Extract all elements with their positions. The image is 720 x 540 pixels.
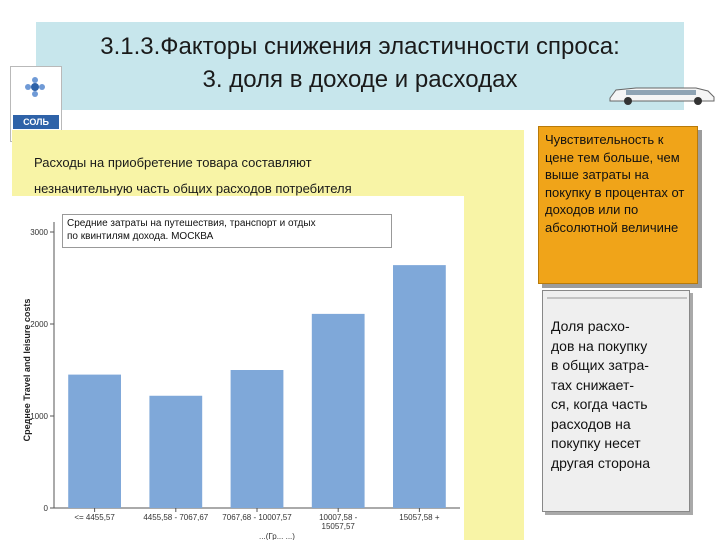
- x-tick-label: 15057,58 +: [399, 513, 440, 522]
- share-note-line-5: ся, когда часть: [551, 396, 648, 412]
- share-note: Доля расхо- дов на покупку в общих затра…: [542, 290, 690, 512]
- y-tick-label: 2000: [30, 320, 48, 329]
- limousine-image: [609, 87, 715, 105]
- bar: [68, 374, 121, 508]
- x-tick-label: 4455,58 - 7067,67: [143, 513, 208, 522]
- x-tick-label: <= 4455,57: [74, 513, 115, 522]
- chart-title: Средние затраты на путешествия, транспор…: [62, 214, 392, 248]
- note-divider: [547, 297, 687, 307]
- lead-line-2: незначительную часть общих расходов потр…: [34, 181, 352, 196]
- x-axis-label: ...(Гр... ...): [259, 532, 295, 540]
- salt-package-image: СОЛЬ: [10, 66, 62, 142]
- slide-title: 3.1.3.Факторы снижения эластичности спро…: [36, 30, 684, 96]
- y-axis-label: Среднее Travel and leisure costs: [22, 299, 32, 442]
- bar: [311, 313, 365, 508]
- chart-title-line-2: по квинтилям дохода. МОСКВА: [67, 231, 214, 242]
- salt-label: СОЛЬ: [13, 115, 59, 129]
- lead-text: Расходы на приобретение товара составляю…: [34, 150, 514, 202]
- y-tick-label: 0: [44, 504, 49, 513]
- y-tick-label: 3000: [30, 228, 48, 237]
- flower-icon: [25, 77, 45, 97]
- bar: [230, 370, 284, 508]
- share-note-line-3: в общих затра-: [551, 357, 649, 373]
- share-note-line-6: расходов на: [551, 415, 631, 432]
- title-band: [36, 22, 684, 110]
- share-note-line-8: другая сторона: [551, 454, 650, 471]
- share-note-line-4: тах снижает-: [551, 376, 635, 393]
- bar: [393, 265, 446, 508]
- sensitivity-note: Чувствительность к цене тем больше, чем …: [538, 126, 698, 284]
- title-line-2: 3. доля в доходе и расходах: [202, 66, 518, 93]
- share-note-line-1: Доля расхо-: [551, 318, 630, 334]
- x-tick-label: 7067,68 - 10007,57: [222, 513, 292, 522]
- chart-canvas: 0 1000 2000 3000 Среднее Travel and leisure …: [22, 222, 460, 540]
- bar-chart: 0 1000 2000 3000 Среднее Travel and leisure …: [6, 196, 464, 540]
- title-line-1: 3.1.3.Факторы снижения эластичности спро…: [100, 33, 620, 60]
- chart-title-line-1: Средние затраты на путешествия, транспор…: [67, 218, 316, 229]
- lead-line-1: Расходы на приобретение товара составляю…: [34, 155, 312, 170]
- x-tick-label: 10007,58 -: [319, 513, 358, 522]
- share-note-line-2: дов на покупку: [551, 337, 648, 354]
- x-tick-label: 15057,57: [322, 522, 356, 531]
- share-note-line-7: покупку несет: [551, 435, 641, 451]
- bar: [149, 395, 203, 508]
- y-tick-label: 1000: [30, 412, 48, 421]
